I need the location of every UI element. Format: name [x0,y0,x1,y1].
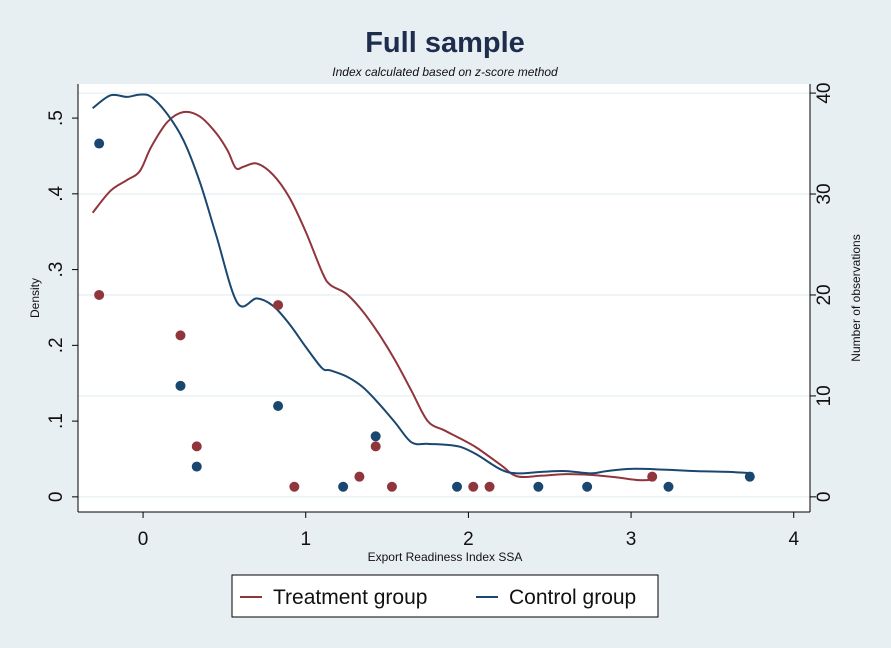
y2-tick-label: 40 [814,83,835,104]
y-axis-label: Density [28,278,42,318]
control-observation-point [175,380,186,391]
treatment-observation-point [647,471,658,482]
treatment-observation-point [94,289,105,300]
treatment-observation-point [191,441,202,452]
axes: 0 .1 .2 .3 .4 .5 0 10 20 30 40 0 1 2 3 4 [46,83,835,550]
legend-box [231,574,659,618]
x-axis-label: Export Readiness Index SSA [368,550,523,564]
chart-title: Full sample [365,27,525,59]
y2-tick-label: 10 [814,385,835,406]
treatment-observation-point [175,330,186,341]
grid-lines [78,92,810,498]
control-observation-point [338,481,349,492]
control-observation-point [533,481,544,492]
control-observation-point [273,401,284,412]
x-tick-label: 2 [463,529,474,550]
treatment-observation-point [289,481,300,492]
y-tick-label: 0 [46,492,67,503]
legend-control-label: Control group [509,586,636,609]
y-tick-label: .2 [46,337,67,353]
control-observation-point [94,138,105,149]
x-tick-label: 3 [626,529,637,550]
legend: Treatment group Control group [231,574,659,618]
treatment-density-line [91,110,656,482]
y-tick-label: .5 [46,110,67,126]
x-tick-label: 4 [788,529,799,550]
y2-tick-label: 0 [814,492,835,503]
observation-points [94,138,755,492]
control-observation-point [452,481,463,492]
control-observation-point [191,461,202,472]
y2-axis-label: Number of observations [849,234,863,361]
control-observation-point [582,481,593,492]
legend-treatment-label: Treatment group [273,586,427,609]
plot-area [78,84,810,512]
treatment-observation-point [484,481,495,492]
treatment-observation-point [354,471,365,482]
treatment-observation-point [468,481,479,492]
x-tick-label: 1 [300,529,311,550]
control-observation-point [370,431,381,442]
y-tick-label: .4 [46,185,67,201]
x-tick-label: 0 [138,529,149,550]
treatment-observation-point [370,441,381,452]
treatment-observation-point [273,300,284,311]
control-density-line [92,93,754,475]
y2-tick-label: 20 [814,284,835,305]
control-observation-point [663,481,674,492]
y2-tick-label: 30 [814,183,835,204]
y-tick-label: .3 [46,262,67,278]
density-lines [91,93,754,482]
y-tick-label: .1 [46,413,67,429]
chart-subtitle: Index calculated based on z-score method [332,65,558,79]
control-observation-point [744,471,755,482]
treatment-observation-point [386,481,397,492]
